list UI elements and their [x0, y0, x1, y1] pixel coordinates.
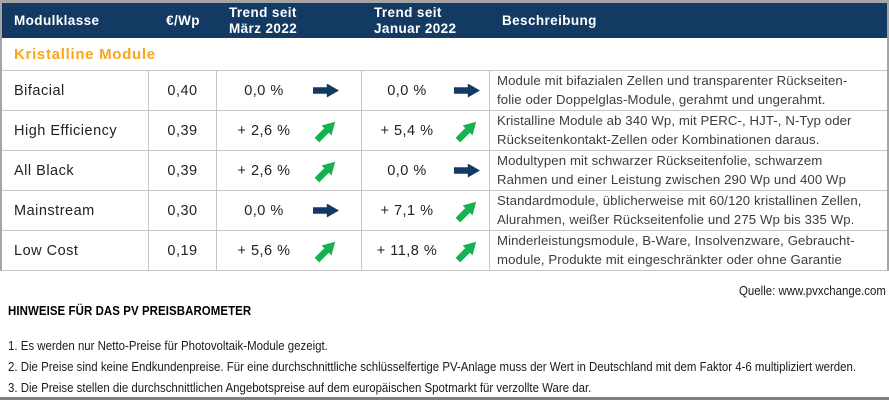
module-description: Modultypen mit schwarzer Rückseitenfolie…	[497, 153, 847, 187]
trend-march-value: 0,0 %	[244, 82, 284, 99]
trend-arrow-icon	[312, 236, 340, 264]
trend-march-cell: + 5,6 %	[217, 231, 362, 270]
module-class-name: All Black	[2, 151, 149, 190]
source-credit: Quelle: www.pvxchange.com	[739, 283, 886, 298]
trend-arrow-icon	[453, 236, 481, 264]
trend-arrow-icon	[313, 203, 339, 218]
trend-arrow-icon	[454, 83, 480, 98]
section-row: Kristalline Module	[2, 38, 887, 70]
price-table: Modulklasse €/Wp Trend seit März 2022 Tr…	[0, 0, 889, 271]
note-item: 2. Die Preise sind keine Endkundenpreise…	[8, 359, 857, 374]
header-beschreibung: Beschreibung	[502, 12, 597, 28]
trend-march-value: + 5,6 %	[237, 242, 291, 259]
trend-january-cell: 0,0 %	[362, 151, 490, 190]
trend-january-cell: + 11,8 %	[362, 231, 490, 270]
trend-january-value: + 7,1 %	[380, 202, 434, 219]
module-description: Kristalline Module ab 340 Wp, mit PERC-,…	[497, 113, 852, 147]
price-value: 0,19	[149, 231, 217, 270]
trend-january-value: 0,0 %	[387, 162, 427, 179]
notes-title: HINWEISE FÜR DAS PV PREISBAROMETER	[8, 303, 252, 318]
trend-arrow-icon	[453, 116, 481, 144]
trend-march-cell: + 2,6 %	[217, 111, 362, 150]
module-class-name: High Efficiency	[2, 111, 149, 150]
price-value: 0,30	[149, 191, 217, 230]
note-item: 1. Es werden nur Netto-Preise für Photov…	[8, 338, 328, 353]
module-description: Minderleistungsmodule, B-Ware, Insolvenz…	[497, 233, 855, 267]
trend-arrow-icon	[312, 116, 340, 144]
trend-arrow-icon	[453, 196, 481, 224]
trend-arrow-icon	[312, 156, 340, 184]
bottom-divider	[0, 397, 889, 400]
trend-january-cell: 0,0 %	[362, 71, 490, 110]
section-label: Kristalline Module	[14, 45, 156, 63]
note-item: 3. Die Preise stellen die durchschnittli…	[8, 380, 592, 395]
module-class-name: Low Cost	[2, 231, 149, 270]
notes-list: 1. Es werden nur Netto-Preise für Photov…	[8, 335, 870, 398]
table-header-row: Modulklasse €/Wp Trend seit März 2022 Tr…	[2, 3, 887, 38]
price-value: 0,39	[149, 151, 217, 190]
trend-january-value: 0,0 %	[387, 82, 427, 99]
trend-january-value: + 5,4 %	[380, 122, 434, 139]
trend-march-cell: + 2,6 %	[217, 151, 362, 190]
trend-january-cell: + 5,4 %	[362, 111, 490, 150]
trend-march-value: + 2,6 %	[237, 162, 291, 179]
trend-arrow-icon	[313, 83, 339, 98]
trend-arrow-icon	[454, 163, 480, 178]
price-value: 0,39	[149, 111, 217, 150]
table-row: Low Cost 0,19 + 5,6 % + 11,8 % Minderlei…	[2, 230, 887, 270]
trend-march-cell: 0,0 %	[217, 191, 362, 230]
table-row: High Efficiency 0,39 + 2,6 % + 5,4 % Kri…	[2, 110, 887, 150]
header-modulklasse: Modulklasse	[14, 12, 100, 28]
header-trend-january: Trend seit Januar 2022	[374, 5, 457, 36]
trend-march-value: 0,0 %	[244, 202, 284, 219]
module-description: Standardmodule, üblicherweise mit 60/120…	[497, 193, 862, 227]
trend-march-cell: 0,0 %	[217, 71, 362, 110]
trend-january-value: + 11,8 %	[376, 242, 438, 259]
price-value: 0,40	[149, 71, 217, 110]
table-row: Bifacial 0,40 0,0 % 0,0 % Module mit bif…	[2, 70, 887, 110]
trend-january-cell: + 7,1 %	[362, 191, 490, 230]
table-row: Mainstream 0,30 0,0 % + 7,1 % Standardmo…	[2, 190, 887, 230]
module-class-name: Bifacial	[2, 71, 149, 110]
trend-march-value: + 2,6 %	[237, 122, 291, 139]
header-trend-march: Trend seit März 2022	[229, 5, 298, 36]
table-row: All Black 0,39 + 2,6 % 0,0 % Modultypen …	[2, 150, 887, 190]
module-description: Module mit bifazialen Zellen und transpa…	[497, 73, 848, 107]
header-price: €/Wp	[166, 12, 200, 28]
module-class-name: Mainstream	[2, 191, 149, 230]
